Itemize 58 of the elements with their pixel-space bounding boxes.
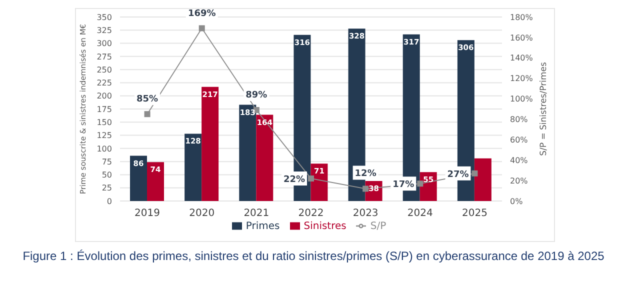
point <box>472 170 478 176</box>
y-tick-label: 50 <box>102 170 112 180</box>
bar <box>474 158 492 201</box>
y-tick-label: 175 <box>96 104 112 114</box>
y-tick-label: 350 <box>96 12 112 22</box>
y2-tick-label: 140% <box>510 54 534 63</box>
y-tick-label: 25 <box>102 184 112 193</box>
data-label: 89% <box>246 90 268 101</box>
y-tick-label: 275 <box>96 52 112 62</box>
legend-label: Primes <box>246 221 280 232</box>
bar <box>202 86 219 201</box>
data-label: 12% <box>354 169 376 180</box>
text: Figure 1 : Évolution des primes, sinistres et du ratio sinistres/primes (S/P) en cyberassurance de 2019 à 2025 <box>22 248 606 265</box>
bar <box>256 114 274 201</box>
y2-tick-label: 180% <box>510 12 534 22</box>
bar <box>130 156 147 201</box>
y-tick-label: 225 <box>96 78 112 88</box>
point <box>417 180 424 187</box>
x-tick-label: 2023 <box>352 208 378 220</box>
legend-label: S/P <box>370 221 386 232</box>
data-label: 27% <box>447 170 469 180</box>
bar <box>239 104 256 201</box>
y2-tick-label: 40% <box>510 156 528 165</box>
bar <box>147 162 164 201</box>
point <box>362 186 369 192</box>
legend-label: Sinistres <box>304 221 346 232</box>
y2-tick-label: 100% <box>510 94 534 104</box>
y2-tick-label: 60% <box>510 136 528 145</box>
y2-axis-title: S/P = Sinistres/Primes <box>539 62 549 156</box>
y-tick-label: 250 <box>96 65 112 74</box>
y-tick-label: 125 <box>96 131 112 140</box>
x-tick-label: 2025 <box>462 208 488 220</box>
y-tick-label: 300 <box>96 39 112 48</box>
y2-tick-label: 120% <box>510 74 534 84</box>
point <box>144 111 150 118</box>
data-label: 22% <box>283 175 306 186</box>
x-tick-label: 2021 <box>244 208 270 220</box>
x-tick-label: 2020 <box>189 208 215 220</box>
point <box>308 176 314 182</box>
data-label: 85% <box>136 94 158 105</box>
y-tick-label: 325 <box>96 26 112 35</box>
data-label: 169% <box>188 8 216 19</box>
y2-tick-label: 0% <box>510 196 524 206</box>
y-tick-label: 200 <box>96 92 112 101</box>
y2-tick-label: 20% <box>510 176 528 186</box>
point <box>198 25 205 32</box>
y2-tick-label: 80% <box>510 115 528 124</box>
x-tick-label: 2022 <box>298 208 324 220</box>
bar <box>184 134 202 201</box>
y-tick-label: 75 <box>102 157 112 166</box>
y-tick-label: 100 <box>96 144 112 154</box>
y-tick-label: 150 <box>96 118 112 127</box>
bar <box>310 164 328 201</box>
data-label: 17% <box>392 180 414 190</box>
x-tick-label: 2019 <box>134 208 160 220</box>
x-tick-label: 2024 <box>407 208 433 220</box>
y2-tick-label: 160% <box>510 33 534 42</box>
y-tick-label: 0 <box>106 196 112 206</box>
